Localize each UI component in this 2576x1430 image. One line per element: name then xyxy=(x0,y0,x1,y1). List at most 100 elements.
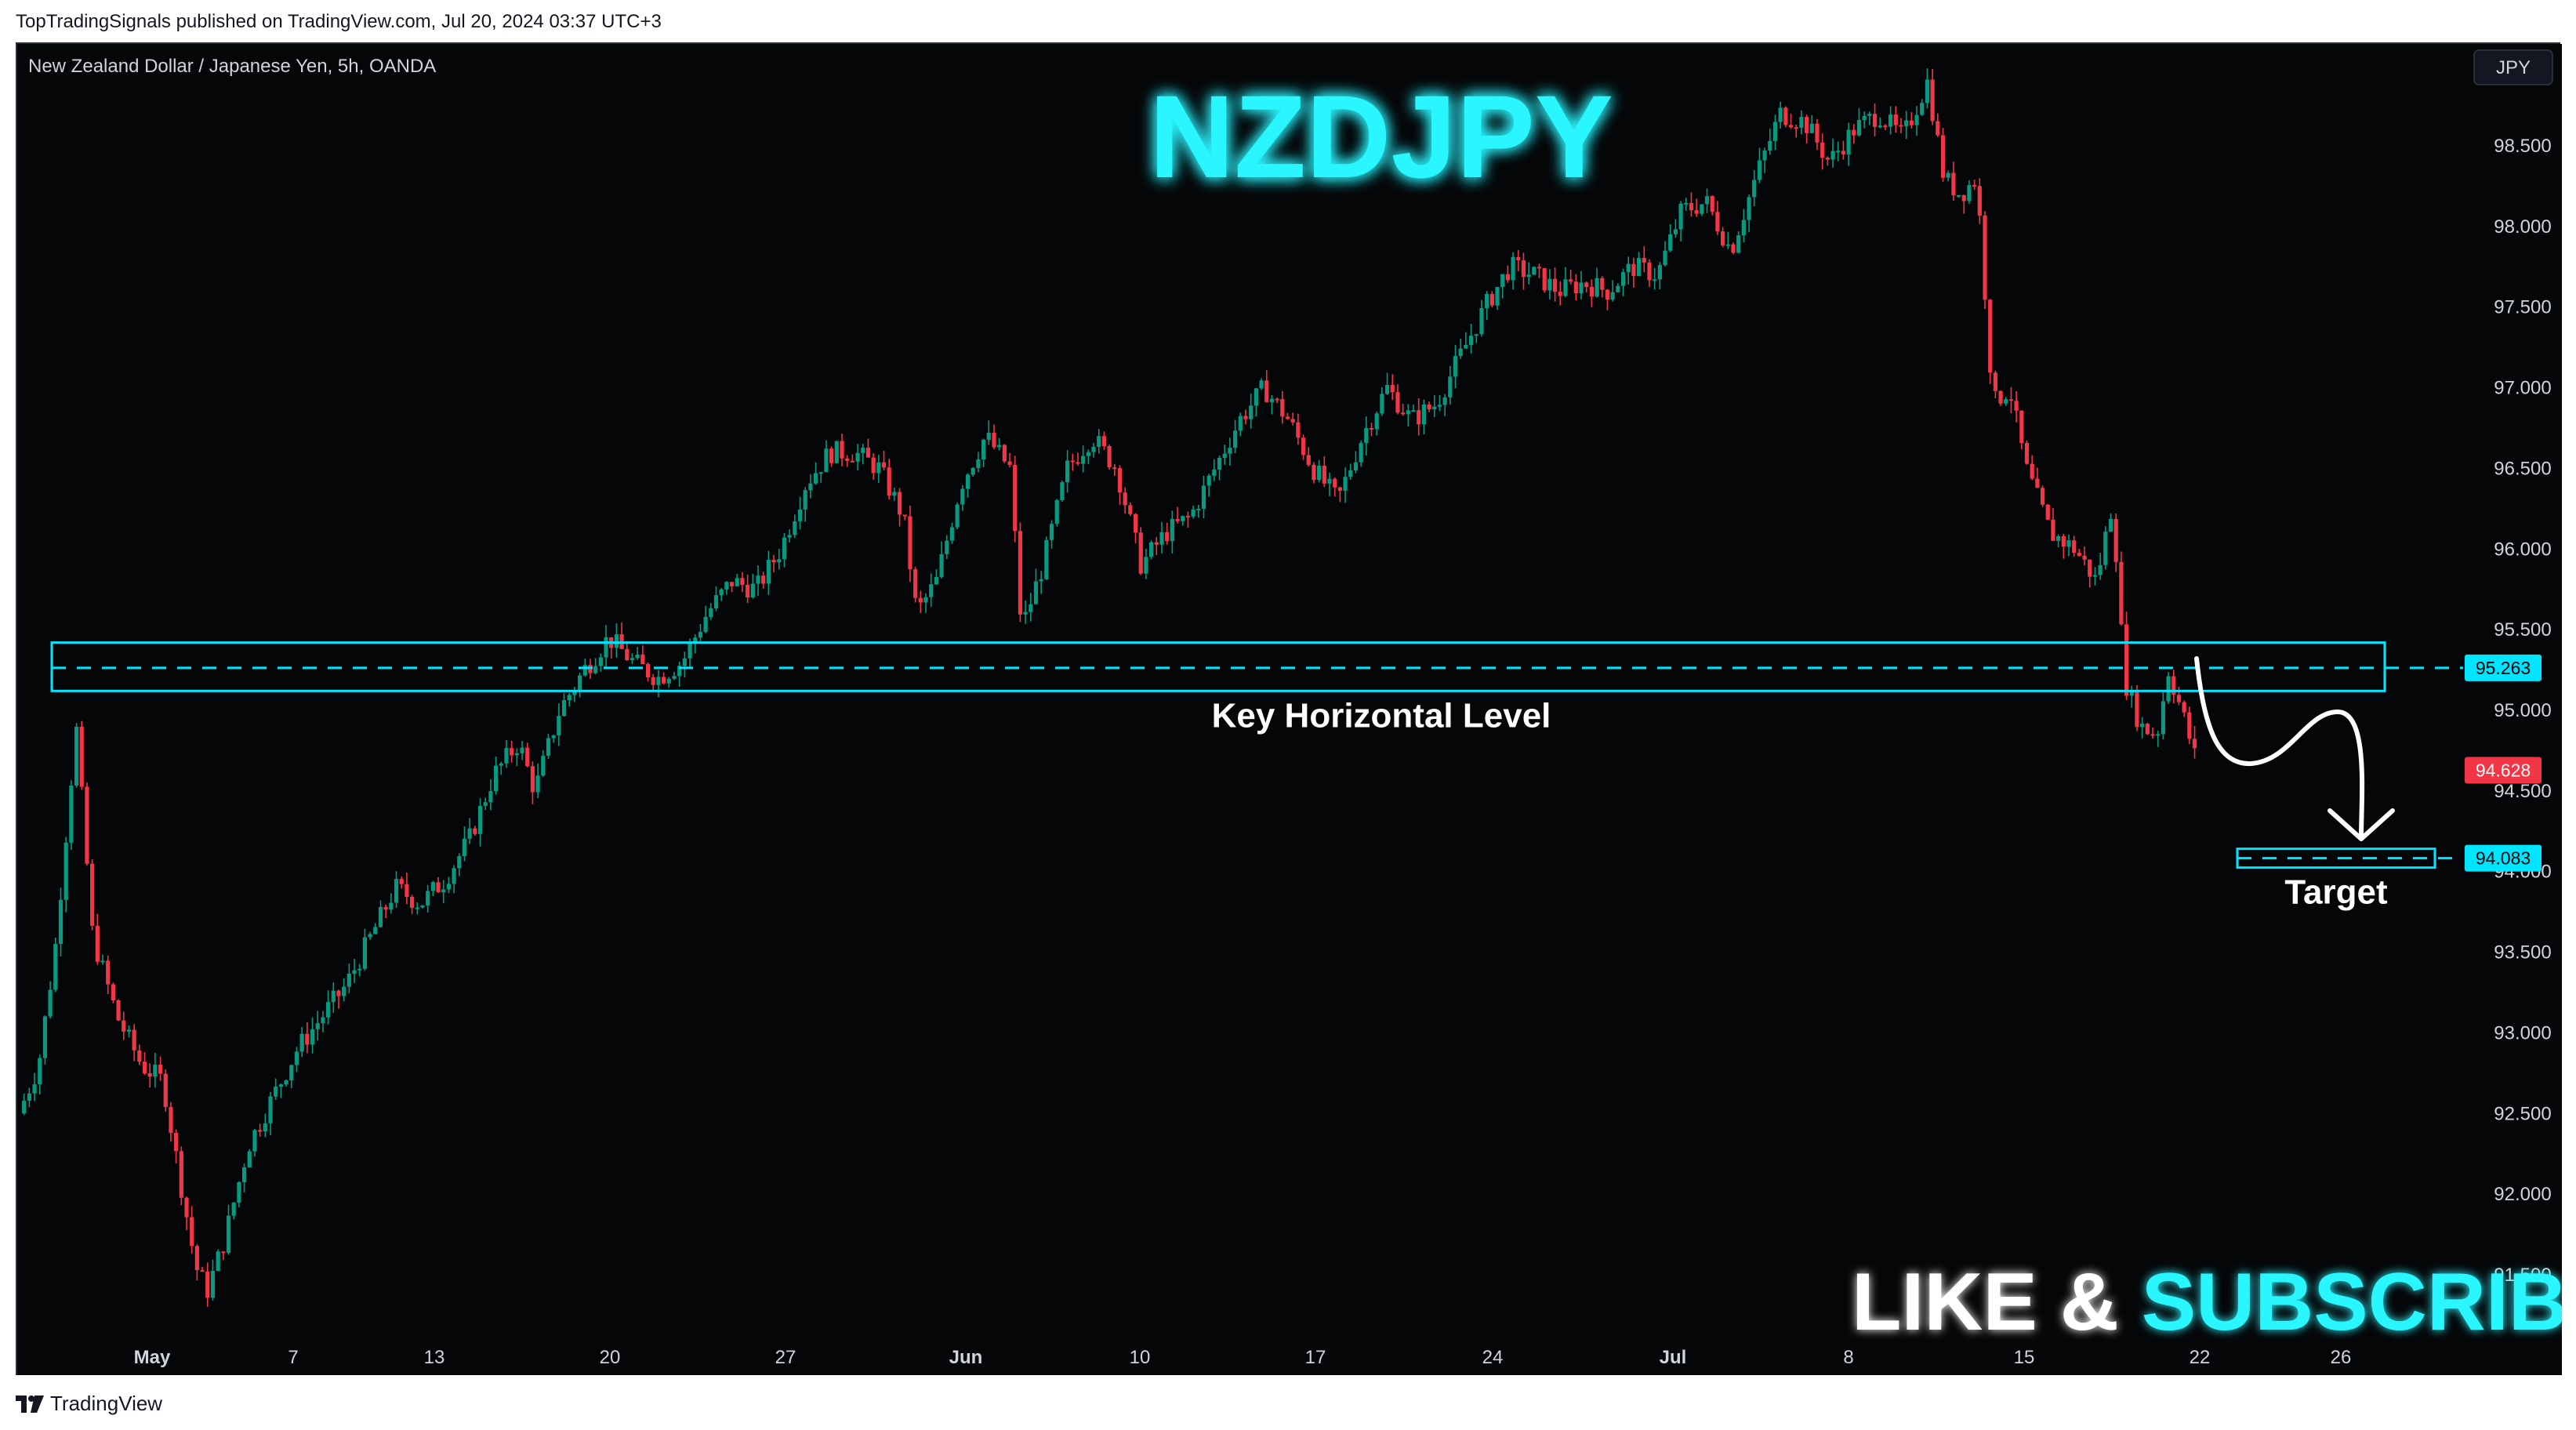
candle-body xyxy=(184,1197,189,1218)
candle-body xyxy=(394,879,399,903)
candle-body xyxy=(2019,410,2024,444)
candle-body xyxy=(923,597,928,603)
candle-body xyxy=(525,747,530,767)
candle-body xyxy=(1993,372,1997,391)
candle-body xyxy=(1212,469,1217,476)
candle-body xyxy=(1181,516,1185,521)
currency-button[interactable]: JPY xyxy=(2473,49,2553,85)
candle-body xyxy=(294,1051,299,1065)
candle-body xyxy=(713,595,719,609)
candle-body xyxy=(1401,412,1406,415)
x-tick-label: 15 xyxy=(2014,1347,2035,1368)
candle-body xyxy=(1280,399,1285,417)
time-scale[interactable]: May 7 13 20 27 Jun 10 17 24 Jul 8 15 22 26 xyxy=(134,1347,2352,1368)
candle-body xyxy=(740,578,745,586)
candle-body xyxy=(252,1130,257,1152)
candle-body xyxy=(1794,127,1798,129)
candle-body xyxy=(2145,724,2150,735)
candle-body xyxy=(331,990,336,1003)
candle-body xyxy=(976,459,981,468)
footer-bar xyxy=(0,1375,2576,1430)
x-tick-label: 7 xyxy=(288,1347,298,1368)
candle-body xyxy=(441,889,446,893)
candle-body xyxy=(1081,455,1086,464)
candle-body xyxy=(210,1270,216,1298)
candle-body xyxy=(1788,125,1794,128)
candle-body xyxy=(258,1130,263,1132)
candle-body xyxy=(1610,292,1615,300)
candle-body xyxy=(410,896,415,908)
candle-body xyxy=(90,863,95,926)
price-chart[interactable]: Key Horizontal Level Target 98.500 98.000… xyxy=(17,44,2562,1377)
candle-body xyxy=(582,665,587,676)
candle-body xyxy=(1951,172,1956,196)
candle-body xyxy=(541,756,546,776)
candle-body xyxy=(1306,455,1311,465)
candle-body xyxy=(1983,215,1987,300)
candle-body xyxy=(1920,103,1925,115)
candle-body xyxy=(1700,204,1704,214)
candle-body xyxy=(1133,514,1138,533)
candle-body xyxy=(1511,256,1515,281)
candle-body xyxy=(834,441,839,463)
candle-body xyxy=(672,676,677,679)
candle-body xyxy=(588,665,593,673)
candle-body xyxy=(1940,135,1946,178)
candle-body xyxy=(1395,392,1400,413)
candle-body xyxy=(1269,398,1275,402)
candle-body xyxy=(274,1087,278,1097)
candle-body xyxy=(1883,125,1888,128)
candle-body xyxy=(1636,258,1642,277)
candle-body xyxy=(981,439,986,460)
candle-body xyxy=(1343,477,1348,491)
candle-body xyxy=(1123,492,1127,506)
symbol-description: New Zealand Dollar / Japanese Yen, 5h, O… xyxy=(28,56,436,77)
candle-body xyxy=(1337,487,1342,491)
candle-body xyxy=(908,516,912,570)
candle-body xyxy=(2082,555,2087,560)
candle-body xyxy=(237,1181,241,1203)
candle-body xyxy=(116,1000,121,1021)
tradingview-brand: TradingView xyxy=(50,1392,163,1415)
candle-body xyxy=(1149,542,1154,557)
candle-body xyxy=(1563,279,1568,296)
candle-body xyxy=(1384,384,1390,394)
chart-pane[interactable]: Key Horizontal Level Target 98.500 98.000… xyxy=(16,42,2562,1377)
x-tick-label: Jun xyxy=(949,1347,983,1368)
candle-body xyxy=(662,677,666,684)
candle-body xyxy=(1353,462,1359,471)
x-tick-label: 10 xyxy=(1130,1347,1151,1368)
candle-body xyxy=(561,700,567,717)
candle-body xyxy=(593,666,598,673)
candle-body xyxy=(1296,422,1301,438)
candle-body xyxy=(892,492,897,496)
candle-body xyxy=(2088,559,2092,577)
y-tick-label: 95.500 xyxy=(2494,619,2551,641)
tradingview-logo[interactable]: TradingView xyxy=(16,1392,162,1416)
candle-body xyxy=(1846,129,1851,154)
candle-body xyxy=(1374,413,1379,430)
candle-body xyxy=(2066,540,2071,547)
currency-button-label[interactable]: JPY xyxy=(2496,57,2531,78)
candle-body xyxy=(1007,461,1012,465)
candle-body xyxy=(2077,553,2081,556)
candle-body xyxy=(1542,268,1547,291)
candle-body xyxy=(855,452,860,462)
candle-body xyxy=(467,828,472,839)
candle-body xyxy=(346,973,351,987)
svg-text:LIKE & SUBSCRIBE: LIKE & SUBSCRIBE xyxy=(1852,1257,2562,1348)
candle-body xyxy=(2192,739,2197,749)
candle-body xyxy=(677,666,682,677)
candle-body xyxy=(368,934,372,938)
y-tick-label: 97.500 xyxy=(2494,297,2551,318)
candle-body xyxy=(572,689,577,695)
candle-body xyxy=(2056,535,2061,541)
candle-body xyxy=(1065,460,1070,483)
candle-body xyxy=(551,735,556,739)
candle-body xyxy=(2051,519,2055,541)
candle-body xyxy=(1668,234,1673,251)
candle-body xyxy=(761,575,766,584)
candle-body xyxy=(1605,289,1610,300)
price-scale[interactable]: 98.500 98.000 97.500 97.000 96.500 96.000 95.5… xyxy=(2494,136,2551,1286)
candle-body xyxy=(2004,399,2008,404)
